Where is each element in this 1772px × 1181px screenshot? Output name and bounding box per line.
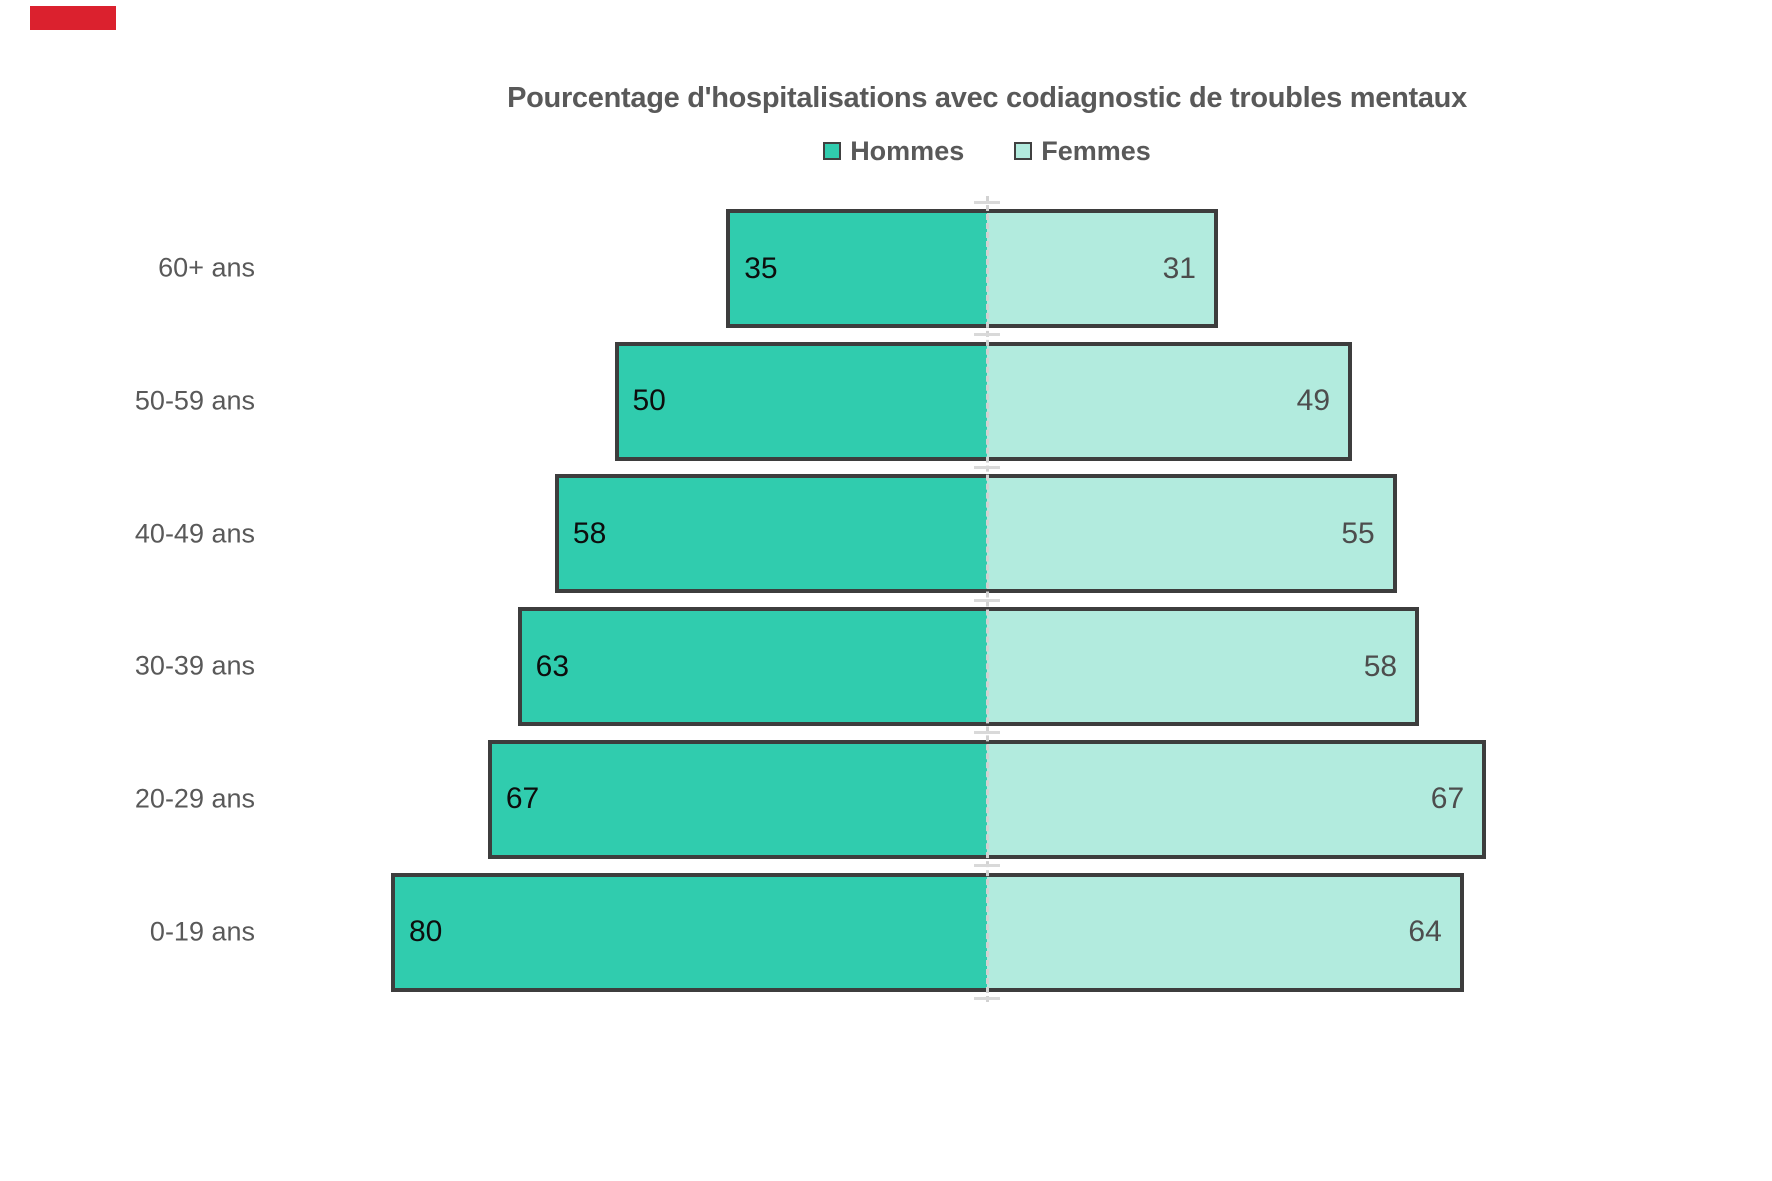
- category-label-30-39-ans: 30-39 ans: [134, 650, 255, 681]
- femmes-swatch-icon: [1014, 142, 1033, 160]
- value-label-hommes-50-59-ans: 50: [632, 384, 666, 418]
- bar-femmes-30-39-ans: 58: [987, 607, 1420, 727]
- category-label-60+-ans: 60+ ans: [158, 252, 255, 283]
- value-label-femmes-40-49-ans: 55: [1341, 516, 1375, 550]
- category-label-50-59-ans: 50-59 ans: [134, 385, 255, 416]
- bar-femmes-60+-ans: 31: [987, 209, 1218, 328]
- category-label-0-19-ans: 0-19 ans: [149, 916, 255, 947]
- legend-item-femmes: Femmes: [1014, 135, 1151, 166]
- category-label-40-49-ans: 40-49 ans: [134, 518, 255, 549]
- bar-femmes-40-49-ans: 55: [987, 474, 1397, 594]
- bar-femmes-20-29-ans: 67: [987, 739, 1487, 859]
- value-label-hommes-30-39-ans: 63: [535, 649, 570, 683]
- value-label-femmes-50-59-ans: 49: [1296, 384, 1331, 418]
- annotation-rectangle: [30, 6, 116, 30]
- value-label-femmes-20-29-ans: 67: [1430, 782, 1465, 816]
- value-label-hommes-20-29-ans: 67: [505, 782, 540, 816]
- legend-label-femmes: Femmes: [1041, 135, 1151, 166]
- bar-hommes-40-49-ans: 58: [554, 474, 987, 594]
- axis-tick: [974, 200, 1000, 204]
- value-label-femmes-30-39-ans: 58: [1363, 649, 1398, 683]
- legend-label-hommes: Hommes: [850, 135, 965, 166]
- chart-legend: Hommes Femmes: [587, 134, 1387, 168]
- axis-tick: [974, 598, 1000, 602]
- value-label-femmes-60+-ans: 31: [1162, 251, 1196, 285]
- bar-femmes-0-19-ans: 64: [987, 872, 1464, 992]
- value-label-hommes-40-49-ans: 58: [572, 516, 607, 550]
- axis-tick: [974, 465, 1000, 469]
- axis-tick: [974, 996, 1000, 1000]
- value-label-femmes-0-19-ans: 64: [1408, 915, 1442, 948]
- value-label-hommes-0-19-ans: 80: [409, 915, 443, 948]
- bar-hommes-20-29-ans: 67: [487, 739, 987, 859]
- axis-tick: [974, 333, 1000, 337]
- axis-tick: [974, 731, 1000, 735]
- legend-item-hommes: Hommes: [823, 135, 965, 166]
- chart-title: Pourcentage d'hospitalisations avec codi…: [507, 82, 1467, 114]
- bar-hommes-30-39-ans: 63: [517, 607, 987, 727]
- bar-hommes-60+-ans: 35: [726, 209, 987, 328]
- bar-femmes-50-59-ans: 49: [987, 341, 1353, 461]
- category-label-20-29-ans: 20-29 ans: [134, 783, 255, 814]
- bar-hommes-50-59-ans: 50: [614, 341, 987, 461]
- hommes-swatch-icon: [823, 142, 842, 160]
- bar-hommes-0-19-ans: 80: [391, 872, 987, 992]
- value-label-hommes-60+-ans: 35: [744, 251, 778, 285]
- axis-tick: [974, 864, 1000, 867]
